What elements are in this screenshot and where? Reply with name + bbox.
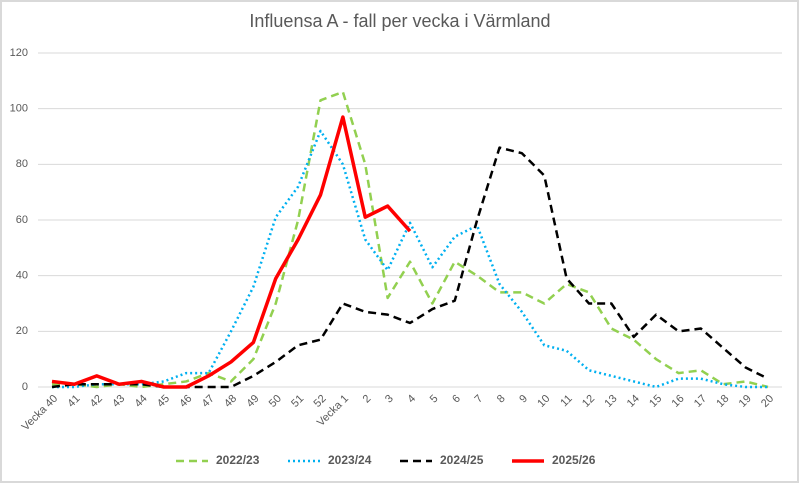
y-tick-label: 0 — [22, 381, 28, 393]
chart-title: Influensa A - fall per vecka i Värmland — [249, 11, 550, 31]
series-line — [51, 115, 412, 389]
y-tick-label: 60 — [16, 214, 28, 226]
legend-label: 2022/23 — [216, 453, 260, 467]
legend-label: 2024/25 — [440, 453, 484, 467]
y-tick-label: 40 — [16, 270, 28, 282]
series-line — [52, 90, 769, 389]
y-tick-label: 20 — [16, 325, 28, 337]
series-line — [52, 129, 768, 389]
legend-label: 2025/26 — [552, 453, 596, 467]
y-tick-label: 100 — [10, 103, 28, 115]
y-tick-label: 80 — [16, 158, 28, 170]
y-tick-label: 120 — [10, 47, 28, 59]
legend-label: 2023/24 — [328, 453, 372, 467]
